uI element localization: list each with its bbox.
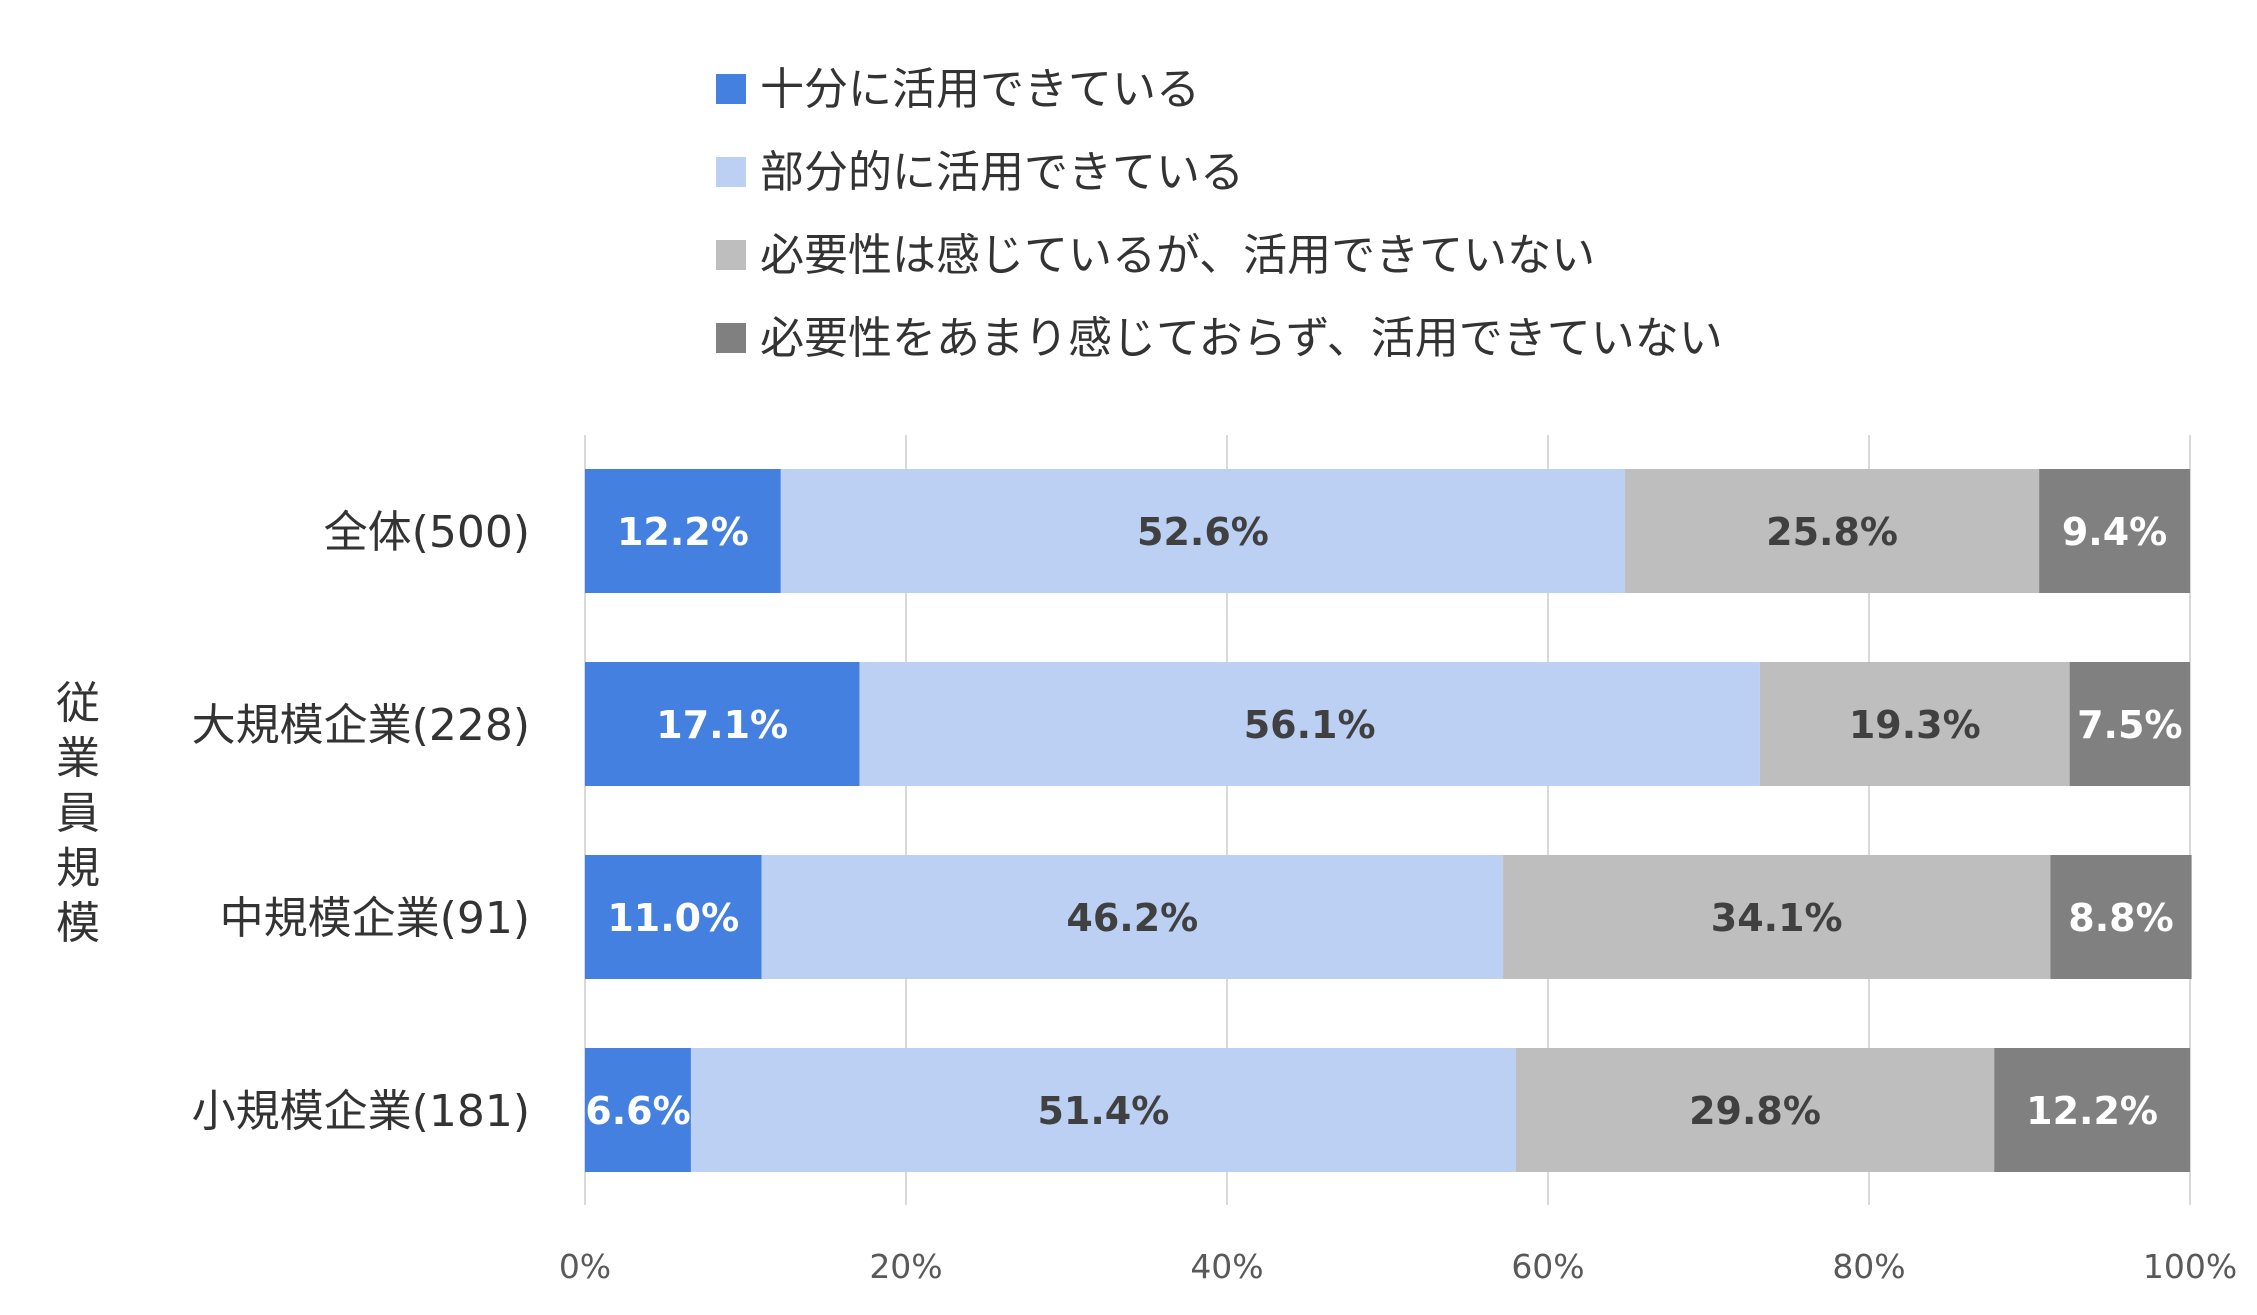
category-label: 大規模企業(228) bbox=[192, 700, 530, 751]
data-label: 6.6% bbox=[585, 1089, 690, 1133]
category-label: 全体(500) bbox=[324, 507, 530, 558]
y-axis-title-char: 規 bbox=[56, 843, 100, 894]
bar-segment bbox=[585, 469, 781, 593]
x-tick-label: 100% bbox=[2143, 1247, 2237, 1286]
x-tick-label: 60% bbox=[1511, 1247, 1584, 1286]
legend-label: 必要性をあまり感じておらず、活用できていない bbox=[760, 313, 1723, 364]
data-label: 7.5% bbox=[2077, 703, 2182, 747]
bar-segment bbox=[690, 1048, 1516, 1172]
labels-layer: 12.2% 52.6% 25.8% 9.4% 17.1% 56.1% 19.3% 7.5% 11… bbox=[585, 510, 2182, 1133]
category-label: 小規模企業(181) bbox=[192, 1086, 530, 1137]
bar-segment bbox=[859, 662, 1760, 786]
data-label: 19.3% bbox=[1849, 703, 1981, 747]
y-axis-title-char: 模 bbox=[56, 898, 100, 949]
data-label: 52.6% bbox=[1137, 510, 1269, 554]
bar-segment bbox=[1994, 1048, 2190, 1172]
legend-swatch bbox=[716, 74, 746, 104]
legend-label: 部分的に活用できている bbox=[760, 147, 1244, 198]
bar-segment bbox=[1515, 1048, 1995, 1172]
data-label: 51.4% bbox=[1037, 1089, 1169, 1133]
y-axis-title-char: 員 bbox=[56, 788, 100, 839]
data-label: 56.1% bbox=[1244, 703, 1376, 747]
bar-segment bbox=[585, 1048, 691, 1172]
legend-label: 必要性は感じているが、活用できていない bbox=[760, 230, 1595, 281]
category-label: 中規模企業(91) bbox=[220, 893, 530, 944]
y-axis-title-char: 業 bbox=[56, 733, 100, 784]
data-label: 25.8% bbox=[1766, 510, 1898, 554]
x-tick-label: 0% bbox=[559, 1247, 611, 1286]
axis-layer: 0% 20% 40% 60% 80% 100% 全体(500) 大規模企業(228) 中規模企業… bbox=[192, 507, 2238, 1286]
bars-layer bbox=[585, 469, 2192, 1172]
data-label: 29.8% bbox=[1689, 1089, 1821, 1133]
bar-segment bbox=[2069, 662, 2190, 786]
data-label: 12.2% bbox=[2026, 1089, 2158, 1133]
bar-segment bbox=[761, 855, 1504, 979]
bar-segment bbox=[585, 662, 860, 786]
data-label: 11.0% bbox=[607, 896, 739, 940]
legend-swatch bbox=[716, 240, 746, 270]
bar-segment bbox=[585, 855, 762, 979]
legend-label: 十分に活用できている bbox=[760, 64, 1200, 115]
bar-segment bbox=[2050, 855, 2192, 979]
x-tick-label: 20% bbox=[869, 1247, 942, 1286]
legend-swatch bbox=[716, 157, 746, 187]
x-tick-label: 80% bbox=[1832, 1247, 1905, 1286]
x-tick-label: 40% bbox=[1190, 1247, 1263, 1286]
data-label: 9.4% bbox=[2062, 510, 2167, 554]
y-axis-title-char: 従 bbox=[56, 678, 100, 729]
data-label: 12.2% bbox=[617, 510, 749, 554]
bar-segment bbox=[780, 469, 1626, 593]
bar-segment bbox=[1625, 469, 2040, 593]
bar-segment bbox=[2039, 469, 2190, 593]
data-label: 17.1% bbox=[656, 703, 788, 747]
data-label: 34.1% bbox=[1711, 896, 1843, 940]
legend: 十分に活用できている部分的に活用できている必要性は感じているが、活用できていない… bbox=[716, 64, 1723, 364]
bar-segment bbox=[1503, 855, 2051, 979]
bar-segment bbox=[1759, 662, 2070, 786]
legend-swatch bbox=[716, 323, 746, 353]
data-label: 8.8% bbox=[2068, 896, 2173, 940]
data-label: 46.2% bbox=[1066, 896, 1198, 940]
